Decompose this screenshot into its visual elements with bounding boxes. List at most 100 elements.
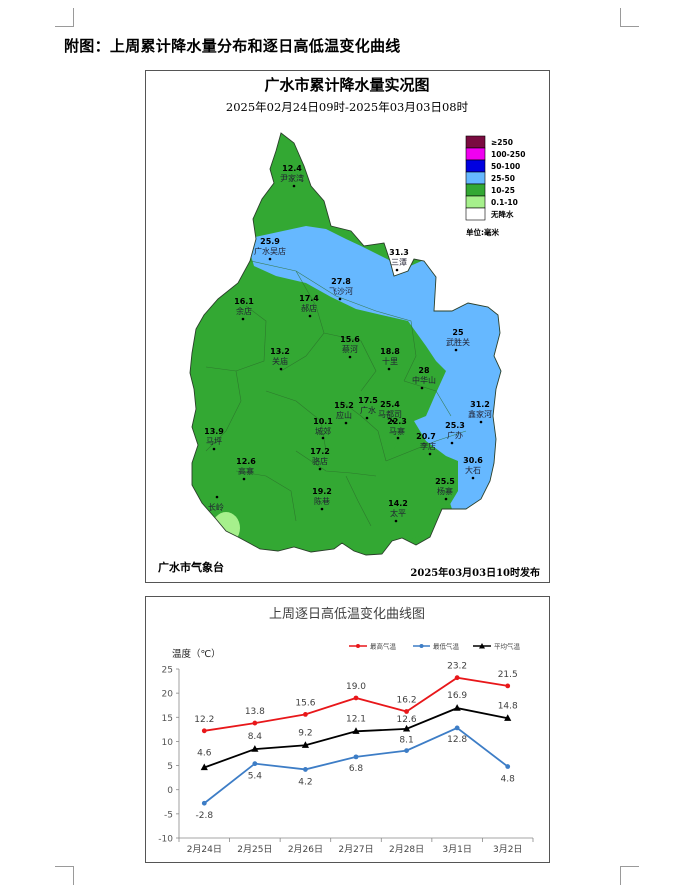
county-precipitation-fill	[190, 133, 501, 555]
station-name: 余店	[236, 306, 252, 316]
data-point	[504, 714, 512, 721]
station-name: 十里	[382, 356, 398, 366]
station: 17.5广水	[358, 396, 378, 420]
zone-10-25-central	[386, 421, 458, 541]
data-point	[353, 695, 359, 701]
data-label: 16.2	[397, 695, 417, 705]
station: 30.6大石	[463, 456, 483, 480]
station-name: 蔡河	[342, 344, 358, 354]
station: 22.3马寨	[387, 417, 407, 440]
x-tick-label: 2月27日	[338, 844, 373, 855]
station-name: 陈巷	[314, 496, 330, 506]
legend-swatch	[465, 171, 486, 185]
legend-label-min: 最低气温	[433, 642, 460, 651]
legend-label: 10-25	[491, 186, 515, 195]
station-value: 27.8	[331, 277, 351, 286]
station-value: 15.2	[334, 401, 354, 410]
station-dot	[420, 386, 424, 390]
station-dot	[444, 497, 448, 501]
station: 17.2骆店	[310, 447, 330, 471]
legend-item-max: 最高气温	[349, 642, 397, 651]
data-label: -2.8	[196, 811, 214, 821]
station-name: 大石	[465, 465, 481, 475]
station-value: 12.6	[236, 457, 256, 466]
data-point	[301, 741, 310, 748]
legend-label: ≥250	[491, 138, 513, 147]
legend-item: 10-25	[465, 183, 515, 197]
station-dot	[321, 436, 325, 440]
legend-marker-avg	[479, 643, 485, 649]
station-value: 25.9	[260, 237, 280, 246]
station-name: 广办	[447, 430, 463, 440]
legend-item: 0.1-10	[465, 195, 518, 209]
data-point	[402, 724, 411, 732]
station-dot	[391, 419, 395, 423]
y-tick-label: 25	[162, 666, 173, 676]
station: 12.6高寨	[236, 457, 256, 481]
station-name: 尹家湾	[280, 173, 304, 183]
data-point	[353, 754, 359, 760]
data-point	[352, 727, 360, 734]
station-name: 李店	[420, 441, 436, 451]
station-value: 12.4	[282, 164, 302, 173]
data-point	[505, 764, 511, 769]
station-value: 25.5	[435, 477, 455, 486]
legend-label: 无降水	[490, 209, 514, 219]
station-dot	[308, 314, 312, 318]
station-dot	[387, 367, 391, 371]
station-value: 31.2	[470, 400, 490, 409]
station-name: 应山	[336, 410, 352, 420]
station-value: 19.2	[312, 487, 332, 496]
data-point	[252, 720, 258, 726]
y-tick-label: 0	[167, 786, 173, 796]
station-name: 长岭	[208, 502, 224, 512]
legend-label: 25-50	[491, 174, 515, 183]
station-dot	[212, 447, 216, 451]
x-tick-label: 2月25日	[237, 844, 272, 855]
station-value: 25.4	[380, 400, 400, 409]
station-value: 13.9	[204, 427, 224, 436]
station-name: 关庙	[272, 356, 288, 366]
station: 25.5杨寨	[435, 477, 455, 501]
station-value: 28	[418, 366, 430, 375]
data-point	[200, 763, 208, 771]
station-value: 16.1	[234, 297, 254, 306]
data-point	[201, 800, 207, 806]
data-label: 8.1	[399, 736, 413, 746]
page-heading: 附图：上周累计降水量分布和逐日高低温变化曲线	[64, 37, 401, 55]
station-dot	[365, 416, 369, 420]
station: 16.1余店	[234, 297, 254, 321]
township-boundaries	[205, 260, 467, 527]
station-value: 13.2	[270, 347, 290, 356]
station: 18.8十里	[380, 347, 400, 371]
chart-legend: 最高气温 最低气温 平均气温	[349, 642, 521, 651]
data-label: 4.2	[298, 777, 312, 787]
y-tick-label: 20	[162, 690, 174, 700]
station-dot	[242, 477, 246, 481]
data-point	[505, 683, 511, 689]
station-name: 马坪	[206, 437, 222, 446]
station-name: 广水吴店	[254, 246, 286, 256]
data-label: 12.8	[447, 735, 467, 745]
precipitation-map: 广水市累计降水量实况图 2025年02月24日09时-2025年03月03日08…	[145, 70, 550, 583]
station-name: 马寨	[389, 426, 405, 436]
station-dot	[395, 268, 399, 272]
station-name: 高寨	[238, 466, 254, 476]
station-dot	[318, 467, 322, 471]
data-point	[454, 725, 460, 731]
chart-title: 上周逐日高低温变化曲线图	[269, 606, 425, 622]
x-tick-label: 3月1日	[442, 844, 471, 855]
station: 10.1城郊	[313, 417, 333, 440]
station-name: 杨寨	[437, 486, 453, 496]
legend-unit: 单位:毫米	[466, 227, 499, 237]
data-label: 15.6	[295, 698, 315, 708]
station-name: 广水	[360, 405, 376, 415]
station-dot	[292, 184, 296, 188]
legend-label: 50-100	[491, 162, 520, 171]
crop-mark-bottom-left	[55, 866, 74, 885]
legend-marker-min	[419, 644, 424, 648]
